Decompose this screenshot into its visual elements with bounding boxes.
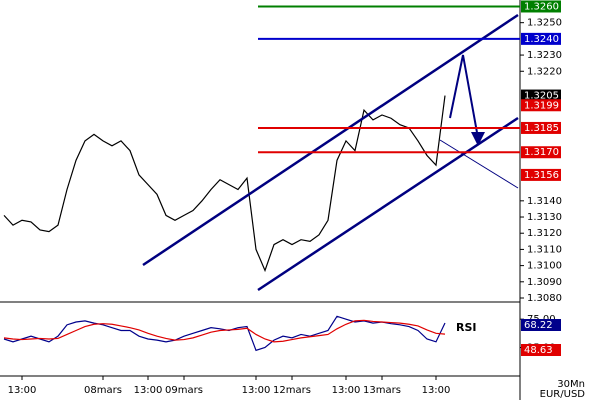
arrow-head [471, 132, 485, 146]
price-marker [521, 146, 561, 159]
timeframe: 30Mn [557, 379, 585, 390]
x-tick-label: 13:00 [422, 385, 451, 396]
y-tick-label: 1.3220 [527, 66, 562, 77]
y-tick-label: 1.3130 [527, 212, 562, 223]
x-tick-label: 13:00 [242, 385, 271, 396]
value-marker-label: 68.22 [524, 320, 553, 331]
price-marker-label: 1.3199 [524, 100, 559, 111]
value-marker [521, 319, 561, 331]
x-tick-label: 13:00 [134, 385, 163, 396]
x-tick-label: 09mars [165, 385, 203, 396]
series-line [3, 95, 446, 273]
price-marker-label: 1.3170 [524, 147, 559, 158]
y-tick-label: 1.3110 [527, 244, 562, 255]
y-tick-label: 1.3080 [527, 293, 562, 304]
y-tick-label: 1.3230 [527, 50, 562, 61]
rsi-title: RSI [456, 321, 477, 334]
y-tick-label: 1.3250 [527, 18, 562, 29]
price-marker [521, 168, 561, 181]
forecast-arrow [449, 54, 479, 139]
channel-lower [257, 116, 519, 292]
plot [3, 95, 446, 352]
y-tick-label: 1.3090 [527, 277, 562, 288]
price-marker-label: 1.3240 [524, 34, 559, 45]
x-tick-label: 13mars [363, 385, 401, 396]
symbol: EUR/USD [540, 389, 586, 400]
x-tick-label: 12mars [273, 385, 311, 396]
price-marker-label: 1.3260 [524, 1, 559, 12]
price-marker [521, 32, 561, 45]
price-marker [521, 99, 561, 112]
y-tick-label: 1.3120 [527, 228, 562, 239]
price-marker-label: 1.3156 [524, 170, 559, 181]
price-marker [521, 89, 561, 102]
x-tick-label: 13:00 [332, 385, 361, 396]
price-marker-label: 1.3185 [524, 123, 559, 134]
y-tick-label: 1.3140 [527, 196, 562, 207]
series-line [3, 319, 446, 343]
y-tick-label: 1.3100 [527, 261, 562, 272]
x-tick-label: 13:00 [8, 385, 37, 396]
value-marker [521, 344, 561, 356]
price-marker [521, 0, 561, 13]
price-marker [521, 121, 561, 134]
trend-line [439, 139, 519, 189]
price-marker-label: 1.3205 [524, 91, 559, 102]
value-marker-label: 48.63 [524, 345, 553, 356]
x-tick-label: 08mars [84, 385, 122, 396]
channel-upper [142, 13, 519, 267]
